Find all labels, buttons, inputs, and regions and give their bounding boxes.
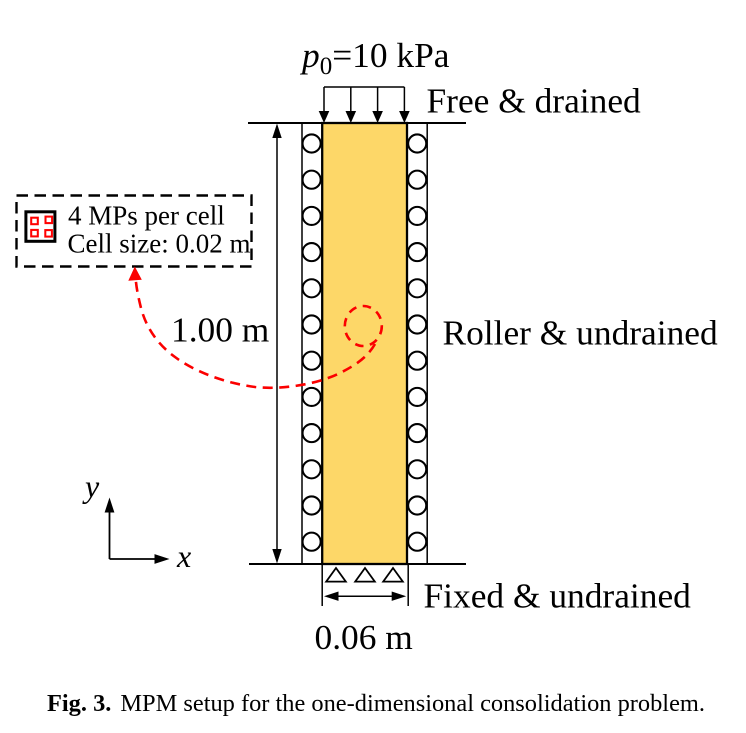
svg-text:Fixed & undrained: Fixed & undrained	[424, 576, 692, 616]
svg-text:y: y	[82, 468, 100, 504]
svg-text:x: x	[176, 538, 191, 574]
svg-text:Roller & undrained: Roller & undrained	[443, 313, 718, 353]
svg-text:Free & drained: Free & drained	[427, 81, 642, 121]
svg-text:4 MPs per cell: 4 MPs per cell	[68, 201, 225, 231]
svg-text:p0=10 kPa: p0=10 kPa	[299, 35, 450, 80]
svg-text:Cell size: 0.02 m: Cell size: 0.02 m	[68, 229, 251, 259]
svg-text:Fig. 3.MPM setup for the one-d: Fig. 3. MPM setup for the one-dimensional…	[47, 690, 705, 717]
svg-text:1.00 m: 1.00 m	[171, 310, 269, 350]
svg-text:0.06 m: 0.06 m	[315, 617, 413, 657]
